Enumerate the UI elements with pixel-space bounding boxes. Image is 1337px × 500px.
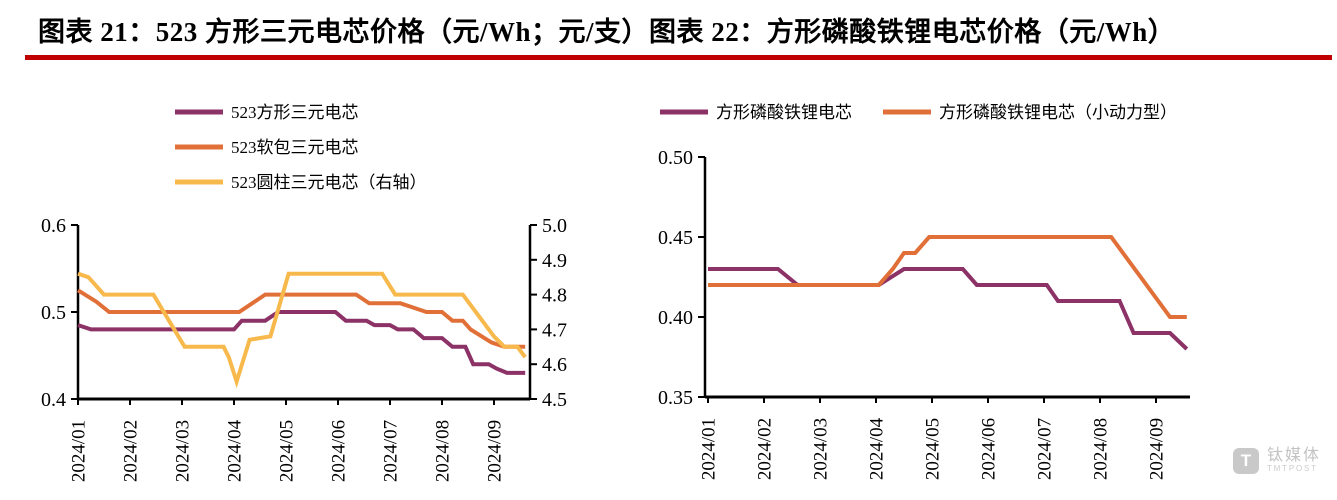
x-tick-label: 2024/01 [699, 418, 720, 480]
x-tick-label: 2024/05 [277, 420, 298, 482]
x-tick-label: 2024/02 [755, 418, 776, 480]
tmtpost-watermark: T 钛媒体 TMTPOST [1233, 447, 1321, 474]
y2-tick-label: 4.7 [542, 319, 567, 341]
chart21-title: 图表 21：523 方形三元电芯价格（元/Wh；元/支） [38, 17, 650, 47]
x-tick-label: 2024/06 [329, 420, 350, 482]
watermark-name-cn: 钛媒体 [1267, 447, 1322, 464]
y2-tick-label: 4.8 [542, 285, 567, 307]
watermark-text: 钛媒体 TMTPOST [1267, 447, 1321, 474]
legend-label-2: 523圆柱三元电芯（右轴） [231, 173, 427, 192]
legend: 方形磷酸铁锂电芯 方形磷酸铁锂电芯（小动力型） [660, 103, 1177, 122]
x-tick-label: 2024/09 [1147, 418, 1168, 480]
tmtpost-logo-letter: T [1240, 450, 1252, 470]
x-tick-label: 2024/09 [485, 420, 506, 482]
title-underline [25, 55, 1332, 60]
y2-tick-label: 5.0 [542, 215, 567, 237]
x-tick-label: 2024/08 [1091, 418, 1112, 480]
series-line-2 [77, 271, 527, 389]
x-tick-label: 2024/04 [867, 417, 888, 480]
series-line-0 [77, 310, 526, 375]
y-tick-label: 0.35 [658, 387, 693, 409]
y-tick-label: 0.40 [658, 307, 693, 329]
legend: 523方形三元电芯 523软包三元电芯 523圆柱三元电芯（右轴） [175, 103, 427, 192]
y-tick-label: 0.50 [658, 147, 693, 169]
x-tick-label: 2024/07 [381, 420, 402, 482]
x-tick-label: 2024/05 [923, 418, 944, 480]
series-lines [708, 235, 1189, 351]
watermark-name-en: TMTPOST [1267, 464, 1318, 473]
series-lines [76, 271, 527, 389]
y2-tick-label: 4.5 [542, 389, 567, 411]
tmtpost-logo-icon: T [1233, 447, 1259, 474]
chart-lfp-price: 0.35 0.40 0.45 0.50 2024/01 2024/02 2024/03 202… [658, 103, 1190, 480]
y-tick-label: 0.5 [41, 302, 66, 324]
axes [703, 157, 1190, 399]
x-tick-label: 2024/02 [121, 420, 142, 482]
x-tick-label: 2024/04 [225, 419, 246, 482]
x-tick-label: 2024/08 [433, 420, 454, 482]
series-line-1 [76, 288, 526, 349]
page-title: 图表 21：523 方形三元电芯价格（元/Wh；元/支）图表 22：方形磷酸铁锂… [38, 10, 1333, 49]
x-tick-label: 2024/06 [979, 418, 1000, 480]
tick-labels: 0.4 0.5 0.6 4.5 4.6 4.7 4.8 4.9 5.0 2024/01 2024/0… [41, 215, 567, 482]
y2-tick-label: 4.9 [542, 250, 567, 272]
series-line-0 [708, 267, 1189, 351]
legend-label-0: 方形磷酸铁锂电芯 [716, 103, 852, 122]
tick-labels: 0.35 0.40 0.45 0.50 2024/01 2024/02 2024/03 202… [658, 147, 1168, 480]
legend-label-1: 方形磷酸铁锂电芯（小动力型） [939, 103, 1177, 122]
chart-523-ternary-price: 0.4 0.5 0.6 4.5 4.6 4.7 4.8 4.9 5.0 2024/01 2024/0… [41, 103, 567, 482]
y2-tick-label: 4.6 [542, 354, 567, 376]
x-tick-label: 2024/01 [69, 420, 90, 482]
y-tick-label: 0.45 [658, 227, 693, 249]
series-line-1 [708, 235, 1187, 319]
x-tick-label: 2024/03 [811, 418, 832, 480]
x-tick-label: 2024/03 [173, 420, 194, 482]
y-tick-label: 0.4 [41, 389, 66, 411]
x-tick-label: 2024/07 [1035, 418, 1056, 480]
legend-label-0: 523方形三元电芯 [231, 103, 359, 122]
legend-label-1: 523软包三元电芯 [231, 138, 359, 157]
chart22-title: 图表 22：方形磷酸铁锂电芯价格（元/Wh） [649, 17, 1176, 47]
y-tick-label: 0.6 [41, 215, 66, 237]
